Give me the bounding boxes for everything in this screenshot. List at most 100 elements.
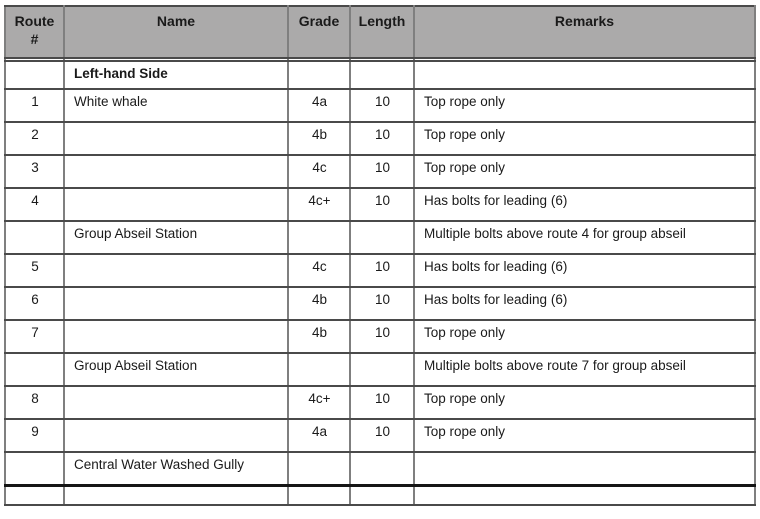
next-row-partial [4,483,756,506]
table-row: 5 4c 10 Has bolts for leading (6) [4,253,756,288]
cell-grade [287,352,351,387]
cell-grade: 4c+ [287,385,351,420]
table-header: Route # Name Grade Length Remarks [4,5,756,59]
table-row: 6 4b 10 Has bolts for leading (6) [4,286,756,321]
cell-name: White whale [63,88,289,123]
cell-length: 10 [349,385,415,420]
cell-length: 10 [349,88,415,123]
cell-length: 10 [349,286,415,321]
cell-route-number: 3 [4,154,65,189]
climbing-routes-table: Route # Name Grade Length Remarks Left-h… [4,5,756,506]
cell-remarks: Has bolts for leading (6) [413,253,756,288]
table-row: Central Water Washed Gully [4,451,756,486]
cell-name: Left-hand Side [63,60,289,90]
cell-name: Group Abseil Station [63,352,289,387]
page: { "table": { "headers": ["Route #", "Nam… [0,5,760,519]
header-name: Name [63,5,289,59]
table-row: 8 4c+ 10 Top rope only [4,385,756,420]
cell-route-number: 2 [4,121,65,156]
cell-name [63,385,289,420]
cell-grade: 4b [287,319,351,354]
cell-grade [287,483,351,506]
table-row: 1 White whale 4a 10 Top rope only [4,88,756,123]
table-row: 3 4c 10 Top rope only [4,154,756,189]
cell-grade: 4c+ [287,187,351,222]
cell-length: 10 [349,154,415,189]
cell-remarks: Has bolts for leading (6) [413,286,756,321]
cell-name [63,253,289,288]
cell-route-number [4,220,65,255]
cell-route-number: 5 [4,253,65,288]
cell-length [349,451,415,486]
cell-route-number [4,57,65,62]
cell-name [63,418,289,453]
header-grade: Grade [287,5,351,59]
cell-grade [287,220,351,255]
cell-remarks: Top rope only [413,385,756,420]
spacer-row [4,57,756,62]
cell-route-number: 6 [4,286,65,321]
table-row: Group Abseil Station Multiple bolts above… [4,352,756,387]
cell-grade: 4a [287,418,351,453]
cell-grade: 4c [287,253,351,288]
cell-remarks: Top rope only [413,121,756,156]
cell-remarks [413,60,756,90]
cell-route-number [4,483,65,506]
cell-length: 10 [349,121,415,156]
cell-remarks: Top rope only [413,418,756,453]
cell-remarks: Top rope only [413,319,756,354]
cell-route-number [4,60,65,90]
cell-route-number: 1 [4,88,65,123]
table-row: Group Abseil Station Multiple bolts above… [4,220,756,255]
cell-length [349,352,415,387]
section-row: Left-hand Side [4,60,756,90]
cell-route-number: 7 [4,319,65,354]
cell-length: 10 [349,319,415,354]
cell-name [63,187,289,222]
cell-name [63,319,289,354]
cell-route-number: 9 [4,418,65,453]
cell-name [63,154,289,189]
cell-length: 10 [349,418,415,453]
cell-length [349,60,415,90]
cell-grade: 4b [287,286,351,321]
cell-name [63,57,289,62]
cell-route-number [4,352,65,387]
cell-remarks [413,57,756,62]
cell-grade: 4a [287,88,351,123]
cell-remarks: Multiple bolts above route 4 for group a… [413,220,756,255]
cell-grade: 4b [287,121,351,156]
cell-remarks [413,451,756,486]
header-length: Length [349,5,415,59]
header-remarks: Remarks [413,5,756,59]
table-row: 9 4a 10 Top rope only [4,418,756,453]
cell-name [63,121,289,156]
cell-remarks: Has bolts for leading (6) [413,187,756,222]
cell-name: Group Abseil Station [63,220,289,255]
table-row: 7 4b 10 Top rope only [4,319,756,354]
table-body: Left-hand Side 1 White whale 4a 10 Top rope o… [4,57,756,506]
cell-remarks: Top rope only [413,88,756,123]
cell-length: 10 [349,187,415,222]
cell-remarks: Multiple bolts above route 7 for group a… [413,352,756,387]
cell-grade [287,57,351,62]
cell-remarks: Top rope only [413,154,756,189]
cell-route-number: 4 [4,187,65,222]
cell-grade [287,451,351,486]
cell-name: Central Water Washed Gully [63,451,289,486]
cell-grade [287,60,351,90]
header-row: Route # Name Grade Length Remarks [4,5,756,59]
table-row: 2 4b 10 Top rope only [4,121,756,156]
cell-length [349,483,415,506]
cell-length [349,57,415,62]
cell-remarks [413,483,756,506]
cell-grade: 4c [287,154,351,189]
cell-length [349,220,415,255]
cell-route-number: 8 [4,385,65,420]
header-route-number: Route # [4,5,65,59]
cell-route-number [4,451,65,486]
cell-name [63,483,289,506]
cell-length: 10 [349,253,415,288]
table-row: 4 4c+ 10 Has bolts for leading (6) [4,187,756,222]
cell-name [63,286,289,321]
